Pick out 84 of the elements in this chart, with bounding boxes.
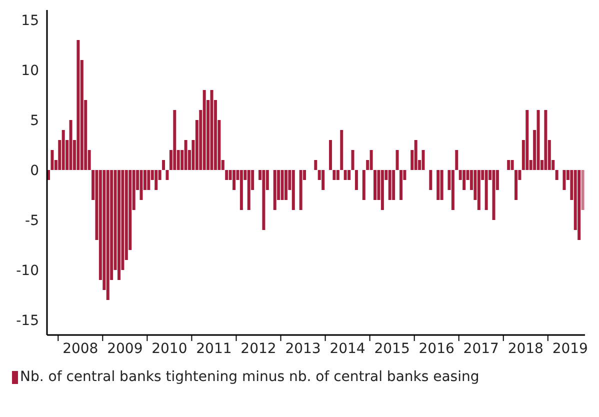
bar xyxy=(247,170,250,210)
bar xyxy=(225,170,228,180)
y-tick-label: -10 xyxy=(16,262,39,279)
bar xyxy=(147,170,150,190)
bar xyxy=(232,170,236,190)
bar xyxy=(340,130,344,170)
bar xyxy=(299,170,302,210)
bar xyxy=(562,170,566,190)
bar xyxy=(322,170,325,190)
x-tick-label: 2012 xyxy=(240,341,276,357)
x-tick-label: 2015 xyxy=(374,341,410,357)
bar xyxy=(336,170,340,180)
bar xyxy=(399,170,402,200)
bar xyxy=(273,170,276,210)
x-tick-label: 2016 xyxy=(418,341,454,357)
bar xyxy=(536,110,540,170)
bar xyxy=(240,170,243,210)
bar xyxy=(429,170,432,190)
bar xyxy=(166,170,169,180)
x-tick-label: 2019 xyxy=(552,341,588,357)
bar xyxy=(436,170,440,200)
bar xyxy=(578,170,581,240)
bar xyxy=(344,170,347,180)
bar xyxy=(451,170,454,210)
bar xyxy=(455,150,458,170)
x-tick-label: 2017 xyxy=(463,341,499,357)
x-tick-label: 2008 xyxy=(62,341,98,357)
bar xyxy=(370,150,373,170)
x-tick-label: 2013 xyxy=(285,341,321,357)
bar xyxy=(526,110,529,170)
bar xyxy=(262,170,266,230)
bar xyxy=(388,170,392,200)
bar xyxy=(117,170,120,280)
bar xyxy=(210,90,214,170)
bar xyxy=(328,140,332,170)
bar xyxy=(292,170,295,210)
bar xyxy=(184,140,188,170)
bar xyxy=(314,160,318,170)
y-tick-label: 5 xyxy=(30,112,39,129)
x-tick-label: 2018 xyxy=(508,341,544,357)
bar xyxy=(477,170,480,210)
bar xyxy=(440,170,444,200)
x-tick-label: 2011 xyxy=(196,341,232,357)
bar xyxy=(492,170,496,220)
bar xyxy=(162,160,166,170)
bar xyxy=(140,170,143,200)
bar xyxy=(106,170,110,300)
y-tick-label: -5 xyxy=(25,212,39,229)
bar xyxy=(280,170,284,200)
bar xyxy=(374,170,377,200)
bar xyxy=(581,170,584,210)
bar xyxy=(544,110,548,170)
bar xyxy=(62,130,65,170)
bar xyxy=(173,110,176,170)
bar xyxy=(396,150,399,170)
bar xyxy=(414,140,418,170)
bar xyxy=(354,170,358,190)
x-tick-label: 2010 xyxy=(152,341,188,357)
bar xyxy=(484,170,488,210)
y-tick-label: 10 xyxy=(21,62,39,79)
bar xyxy=(514,170,518,200)
y-tick-label: 15 xyxy=(21,12,39,29)
bar xyxy=(202,90,206,170)
y-tick-label: 0 xyxy=(30,162,39,179)
bar xyxy=(507,160,510,170)
x-tick-label: 2009 xyxy=(107,341,143,357)
bar xyxy=(348,170,351,180)
bar xyxy=(69,120,72,170)
bar xyxy=(422,150,425,170)
bar xyxy=(462,170,466,190)
bar xyxy=(284,170,288,200)
bar xyxy=(510,160,514,170)
legend-label: Nb. of central banks tightening minus nb. of central banks easing xyxy=(20,369,480,385)
bar xyxy=(50,150,54,170)
bar xyxy=(380,170,384,210)
bar xyxy=(392,170,396,200)
bar xyxy=(76,40,80,170)
bar xyxy=(362,170,366,200)
bar xyxy=(555,170,558,180)
y-tick-label: -15 xyxy=(16,312,39,329)
bar xyxy=(154,170,158,190)
bar xyxy=(351,150,354,170)
x-tick-label: 2014 xyxy=(330,341,366,357)
bar xyxy=(332,170,336,180)
